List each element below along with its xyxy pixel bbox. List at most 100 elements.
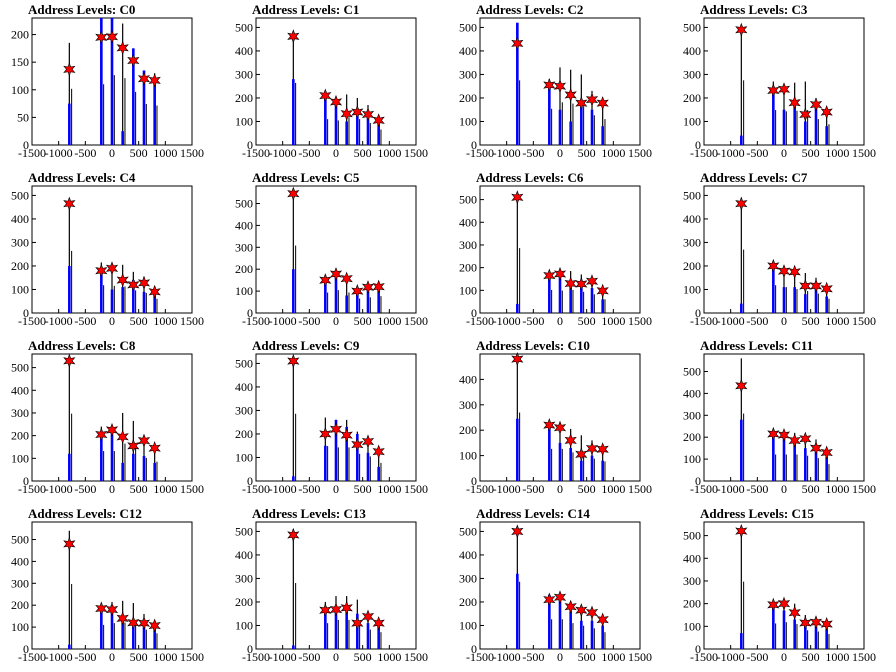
peak-marker: [553, 420, 567, 435]
spike-bar-black: [378, 448, 380, 481]
peak-marker: [105, 261, 119, 276]
x-tick-label: 1000: [153, 482, 177, 496]
y-tick-label: 100: [683, 452, 701, 466]
peak-marker: [137, 616, 151, 631]
x-tick-label: 1500: [628, 314, 652, 328]
spike-bar-side: [71, 250, 73, 313]
spike-bar-blue: [324, 609, 327, 649]
spike-bar-side: [593, 458, 595, 481]
x-tick-label: 0: [557, 650, 563, 664]
y-tick-label: 200: [235, 262, 253, 276]
y-tick-label: 200: [11, 429, 29, 443]
peak-marker: [585, 441, 599, 456]
peak-marker: [361, 609, 375, 624]
spike-bar-blue: [782, 287, 786, 313]
spike-bar-side: [551, 289, 553, 313]
spike-bar-black: [292, 529, 294, 649]
spike-bar-side: [743, 249, 745, 313]
peak-marker: [511, 36, 524, 51]
peak-marker: [340, 428, 353, 443]
spike-bar-side: [295, 583, 297, 649]
spike-bar-black: [602, 97, 604, 145]
x-tick-label: 0: [781, 146, 787, 160]
x-tick-label: 1500: [404, 146, 428, 160]
peak-marker: [596, 96, 609, 111]
y-tick-label: 100: [235, 450, 253, 464]
y-tick-label: 500: [683, 20, 701, 34]
y-tick-label: 200: [683, 259, 701, 273]
spike-bar-blue: [324, 94, 327, 145]
spike-bar-side: [796, 289, 798, 313]
chart-title: Address Levels: C13: [252, 506, 366, 521]
peak-marker: [361, 107, 375, 122]
spike-bar-side: [135, 447, 137, 481]
x-tick-label: 0: [781, 482, 787, 496]
spike-bar-blue: [558, 109, 562, 145]
spike-bar-side: [145, 629, 147, 649]
spike-bar-blue: [377, 466, 380, 481]
spike-bar-blue: [356, 114, 359, 145]
spike-bar-blue: [334, 419, 338, 481]
y-tick-label: 300: [459, 571, 477, 585]
spike-bar-blue: [825, 456, 828, 481]
spike-bar-black: [346, 275, 348, 313]
peak-marker: [788, 95, 801, 110]
peak-marker: [127, 277, 140, 292]
chart-panel-13: Address Levels: C13 0 100 200 300 400 500 -1500…: [224, 504, 448, 672]
chart-panel-12: Address Levels: C12 0 100 200 300 400 500 -1500…: [0, 504, 224, 672]
peak-marker: [767, 597, 780, 612]
spike-bar-side: [369, 629, 371, 649]
x-tick-label: -1500: [690, 482, 718, 496]
x-tick-label: -1000: [717, 314, 745, 328]
y-tick-label: 200: [235, 91, 253, 105]
spike-bar-side: [551, 448, 553, 481]
chart-svg: Address Levels: C70100200300400500-1500-…: [683, 170, 876, 328]
peak-marker: [63, 353, 76, 368]
chart-svg: Address Levels: C13 0 100 200 300 400 500 -1500…: [235, 506, 428, 664]
spike-bar-blue: [153, 627, 156, 649]
peak-marker: [319, 273, 332, 288]
x-tick-label: -1500: [242, 482, 270, 496]
y-tick-label: 0: [247, 474, 253, 488]
y-tick-label: 0: [23, 306, 29, 320]
peak-marker: [553, 79, 567, 94]
spike-bar-blue: [825, 628, 828, 649]
peak-marker: [511, 352, 524, 367]
x-tick-label: 1000: [377, 146, 401, 160]
chart-svg: Address Levels: C80100200300400500-1500-…: [11, 338, 204, 496]
peak-marker: [148, 284, 161, 299]
x-tick-label: -1500: [18, 314, 46, 328]
peak-marker: [585, 605, 599, 620]
x-tick-label: -1000: [269, 482, 297, 496]
x-tick-label: -500: [74, 650, 96, 664]
y-tick-label: 0: [23, 138, 29, 152]
y-tick-label: 100: [683, 619, 701, 633]
spike-bar-side: [604, 119, 606, 145]
x-tick-label: -1500: [466, 314, 494, 328]
peak-marker: [319, 88, 332, 103]
spike-bar-side: [743, 581, 745, 649]
chart-title: Address Levels: C0: [28, 2, 135, 17]
spike-bar-side: [124, 78, 126, 145]
peak-marker: [564, 276, 577, 291]
spike-bar-side: [348, 292, 350, 313]
spike-bar-blue: [548, 425, 551, 481]
peak-marker: [564, 433, 577, 448]
peak-marker: [361, 434, 375, 449]
spike-bar-blue: [292, 476, 295, 481]
spike-bar-blue: [356, 433, 359, 481]
spike-bar-blue: [121, 131, 124, 145]
x-tick-label: 500: [578, 314, 596, 328]
spike-bar-blue: [110, 289, 114, 313]
spike-bar-side: [561, 290, 563, 313]
spike-bar-side: [156, 461, 158, 481]
spike-bar-side: [103, 624, 105, 649]
spike-bar-side: [817, 119, 819, 145]
y-tick-label: 300: [683, 574, 701, 588]
spike-bar-blue: [548, 83, 551, 145]
spike-bar-blue: [100, 270, 103, 313]
peak-marker: [319, 603, 332, 618]
spike-bar-side: [828, 464, 830, 481]
y-tick-label: 300: [235, 571, 253, 585]
x-tick-label: 500: [130, 314, 148, 328]
